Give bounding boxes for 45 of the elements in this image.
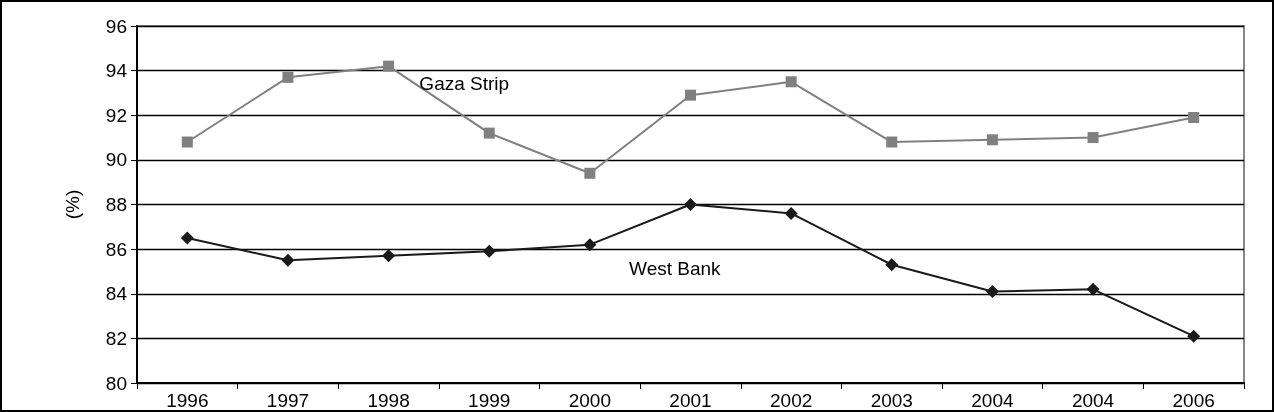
- point: [181, 136, 193, 148]
- point: [1188, 111, 1200, 123]
- point: [986, 134, 998, 146]
- point: [382, 249, 396, 263]
- point: [1187, 329, 1201, 343]
- y-tick-label: 86: [105, 238, 127, 260]
- point: [482, 244, 496, 258]
- y-tick-label: 94: [105, 60, 128, 82]
- x-tick-label: 2001: [669, 390, 712, 411]
- y-tick-label: 88: [105, 194, 127, 215]
- point: [383, 60, 395, 72]
- y-tick-label: 96: [105, 15, 127, 37]
- point: [281, 253, 295, 267]
- x-tick-label: 2004: [971, 390, 1014, 411]
- point: [282, 71, 294, 83]
- y-tick-label: 80: [105, 372, 127, 394]
- y-axis-title: (%): [62, 189, 83, 220]
- point: [684, 198, 697, 211]
- x-tick-label: 2000: [568, 390, 611, 411]
- series-label: Gaza Strip: [419, 72, 510, 94]
- x-tick-label: 1999: [468, 390, 511, 411]
- x-tick-label: 2002: [770, 390, 813, 411]
- x-tick-label: 1998: [367, 390, 410, 411]
- point: [886, 136, 898, 148]
- y-tick-label: 84: [105, 283, 128, 305]
- x-tick-label: 2006: [1172, 390, 1215, 411]
- series-label: West Bank: [629, 258, 722, 280]
- x-tick-label: 1996: [166, 390, 209, 411]
- point: [784, 206, 798, 220]
- y-tick-label: 92: [105, 104, 127, 126]
- point: [1086, 282, 1100, 296]
- point: [885, 258, 899, 272]
- point: [1087, 132, 1099, 144]
- x-tick-label: 1997: [266, 390, 310, 411]
- y-tick-label: 82: [105, 327, 127, 349]
- point: [180, 231, 194, 245]
- y-tick-label: 90: [105, 149, 127, 171]
- point: [685, 89, 696, 101]
- x-tick-label: 2003: [870, 390, 913, 411]
- point: [584, 167, 596, 179]
- point: [583, 238, 597, 252]
- point: [985, 285, 999, 299]
- point: [785, 76, 797, 88]
- x-tick-label: 2004: [1071, 390, 1115, 411]
- point: [483, 127, 495, 139]
